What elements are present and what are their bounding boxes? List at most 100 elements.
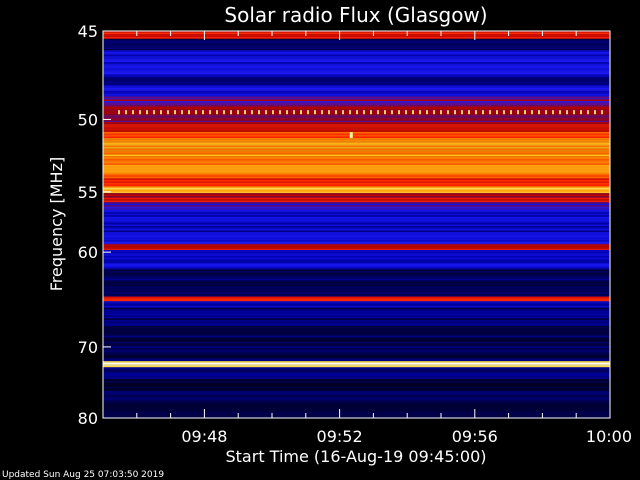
periodic-dot	[454, 110, 456, 115]
plot-frame	[102, 30, 611, 419]
periodic-dot	[314, 110, 316, 115]
periodic-dot	[279, 110, 281, 115]
x-tick-label: 09:56	[452, 427, 498, 446]
periodic-dot	[496, 110, 498, 115]
periodic-dot	[391, 110, 393, 115]
frequency-band	[103, 212, 610, 225]
burst-spot	[349, 132, 353, 139]
periodic-dot	[510, 110, 512, 115]
frequency-band	[103, 224, 610, 239]
periodic-dot	[125, 110, 127, 115]
periodic-dot	[160, 110, 162, 115]
periodic-dot	[209, 110, 211, 115]
y-tick-label: 70	[78, 338, 98, 357]
periodic-dot	[167, 110, 169, 115]
periodic-dot	[440, 110, 442, 115]
frequency-band	[103, 38, 610, 51]
frequency-band	[103, 244, 610, 251]
spectrogram-bands	[103, 31, 610, 419]
periodic-dot	[461, 110, 463, 115]
periodic-dot	[370, 110, 372, 115]
periodic-dot	[216, 110, 218, 115]
x-tick-label: 10:00	[586, 427, 632, 446]
frequency-band	[103, 361, 610, 368]
x-tick-label: 09:48	[181, 427, 227, 446]
periodic-dot	[195, 110, 197, 115]
periodic-dot	[475, 110, 477, 115]
frequency-band	[103, 307, 610, 335]
periodic-dot	[594, 110, 596, 115]
y-tick-label: 60	[78, 243, 98, 262]
frequency-band	[103, 31, 610, 39]
burst-marks	[118, 110, 603, 139]
periodic-dot	[426, 110, 428, 115]
periodic-dot	[328, 110, 330, 115]
periodic-dot	[517, 110, 519, 115]
periodic-dot	[251, 110, 253, 115]
periodic-dot	[573, 110, 575, 115]
y-tick-label: 50	[78, 110, 98, 129]
frequency-band	[103, 124, 610, 133]
y-axis-label: Frequency [MHz]	[47, 157, 66, 291]
frequency-band	[103, 296, 610, 302]
periodic-dot	[300, 110, 302, 115]
periodic-dot	[552, 110, 554, 115]
periodic-dot	[538, 110, 540, 115]
periodic-dot	[293, 110, 295, 115]
periodic-dot	[377, 110, 379, 115]
y-tick-label: 55	[78, 183, 98, 202]
periodic-dot	[188, 110, 190, 115]
x-tick-label: 09:52	[317, 427, 363, 446]
periodic-dot	[412, 110, 414, 115]
periodic-dot	[384, 110, 386, 115]
frequency-band	[103, 96, 610, 109]
periodic-dot	[398, 110, 400, 115]
frequency-band	[103, 50, 610, 76]
periodic-dot	[223, 110, 225, 115]
periodic-dot	[153, 110, 155, 115]
periodic-dot	[307, 110, 309, 115]
periodic-dot	[524, 110, 526, 115]
periodic-dot	[587, 110, 589, 115]
frequency-band	[103, 131, 610, 139]
periodic-dot	[405, 110, 407, 115]
frequency-band	[103, 86, 610, 97]
periodic-dot	[601, 110, 603, 115]
frequency-band	[103, 377, 610, 399]
y-tick-label: 80	[78, 409, 98, 428]
periodic-dot	[489, 110, 491, 115]
frequency-band	[103, 138, 610, 158]
frequency-band	[103, 238, 610, 245]
updated-timestamp: Updated Sun Aug 25 07:03:50 2019	[2, 470, 164, 480]
periodic-dot	[342, 110, 344, 115]
periodic-dot	[559, 110, 561, 115]
frequency-band	[103, 114, 610, 125]
periodic-dot	[335, 110, 337, 115]
frequency-band	[103, 157, 610, 179]
periodic-dot	[580, 110, 582, 115]
periodic-dot	[321, 110, 323, 115]
periodic-dot	[174, 110, 176, 115]
periodic-dot	[139, 110, 141, 115]
frequency-band	[103, 193, 610, 203]
frequency-band	[103, 367, 610, 378]
periodic-dot	[468, 110, 470, 115]
periodic-dot	[244, 110, 246, 115]
frequency-band	[103, 75, 610, 87]
periodic-dot	[258, 110, 260, 115]
periodic-dot	[531, 110, 533, 115]
periodic-dot	[118, 110, 120, 115]
periodic-dot	[356, 110, 358, 115]
periodic-dot	[482, 110, 484, 115]
periodic-dot	[202, 110, 204, 115]
periodic-dot	[286, 110, 288, 115]
frequency-band	[103, 249, 610, 269]
frequency-band	[103, 178, 610, 187]
frequency-band	[103, 334, 610, 362]
periodic-dot	[419, 110, 421, 115]
periodic-dot	[146, 110, 148, 115]
periodic-dot	[433, 110, 435, 115]
y-axis: 45 50 55 60 70 80	[78, 22, 111, 428]
periodic-dot	[230, 110, 232, 115]
